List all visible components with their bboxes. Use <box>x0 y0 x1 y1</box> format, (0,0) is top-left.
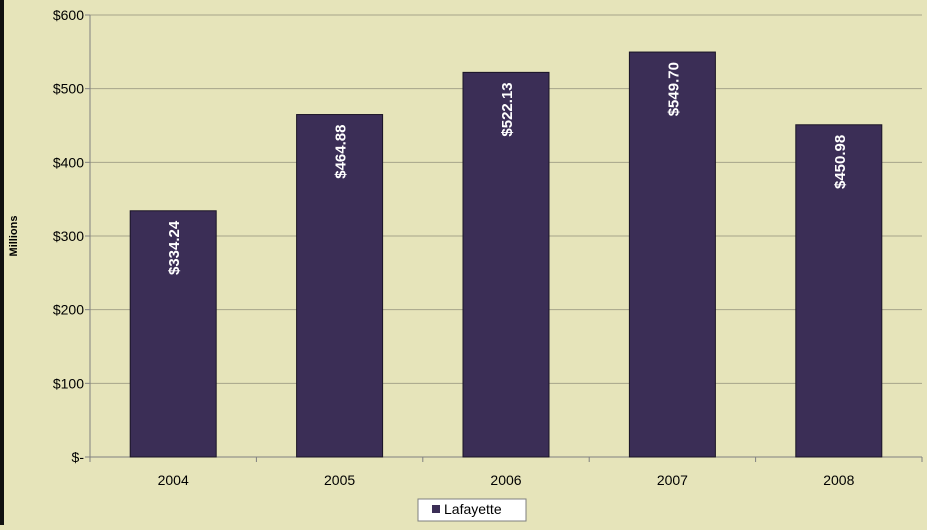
data-labels: $334.24 $464.88 $522.13 $549.70 $450.98 <box>166 62 849 275</box>
y-tick-label: $600 <box>53 7 84 23</box>
y-tick-label: $300 <box>53 228 84 244</box>
y-tick-label: $500 <box>53 81 84 97</box>
data-label: $464.88 <box>333 125 350 179</box>
legend[interactable]: Lafayette <box>417 498 527 522</box>
data-label: $450.98 <box>832 135 849 189</box>
bar[interactable] <box>628 51 716 458</box>
x-tick-label: 2006 <box>490 472 521 488</box>
bar[interactable] <box>296 114 384 458</box>
x-tick-label: 2008 <box>823 472 854 488</box>
y-tick-label: $100 <box>53 375 84 391</box>
bar[interactable] <box>462 71 550 458</box>
y-tick-label: $- <box>72 449 85 465</box>
bar[interactable] <box>129 210 217 458</box>
x-tick-label: 2005 <box>324 472 355 488</box>
y-axis-title: Millions <box>8 216 20 257</box>
data-label: $549.70 <box>665 62 682 116</box>
data-label: $334.24 <box>166 220 183 275</box>
x-tick-label: 2007 <box>657 472 688 488</box>
legend-swatch <box>432 505 440 513</box>
frame-border <box>0 0 4 525</box>
bars <box>129 51 883 458</box>
legend-box <box>417 498 527 522</box>
x-tick-label: 2004 <box>158 472 189 488</box>
data-label: $522.13 <box>499 82 516 136</box>
y-tick-label: $200 <box>53 302 84 318</box>
legend-label: Lafayette <box>444 501 502 517</box>
y-tick-label: $400 <box>53 154 84 170</box>
bar[interactable] <box>795 124 883 458</box>
